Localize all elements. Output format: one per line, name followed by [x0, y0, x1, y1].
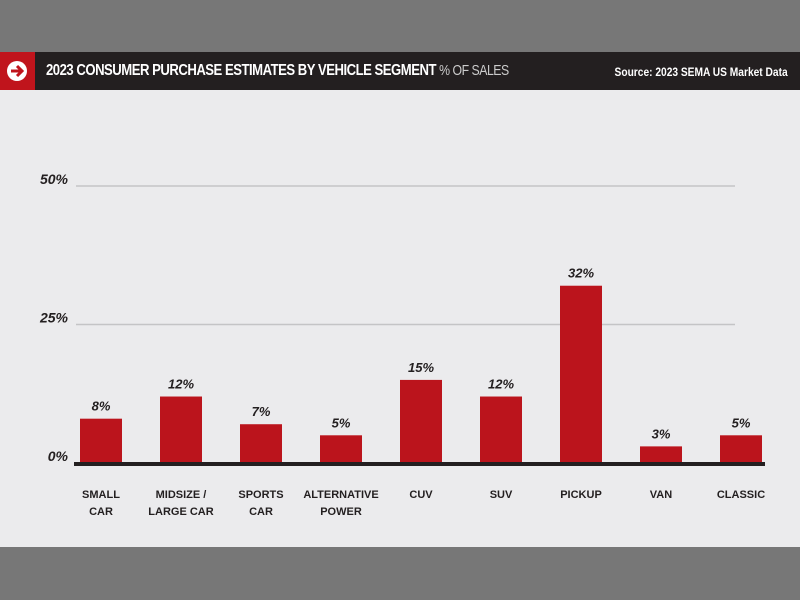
- source-label: Source: 2023 SEMA US Market Data: [614, 65, 788, 79]
- data-label: 32%: [568, 266, 594, 281]
- bar-chart: 0% 25% 50% 8% SMALL CAR 12% MIDSIZE / LARGE CAR 7…: [39, 171, 765, 518]
- chart-panel: 0% 25% 50% 8% SMALL CAR 12% MIDSIZE / LARGE CAR 7…: [0, 90, 800, 547]
- category-label: CLASSIC: [717, 489, 765, 501]
- bar: [80, 418, 122, 463]
- data-label: 5%: [332, 415, 351, 430]
- bar: [480, 396, 522, 463]
- data-label: 12%: [488, 377, 514, 392]
- data-label: 12%: [168, 377, 194, 392]
- arrow-right-circle-icon: [0, 52, 35, 90]
- category-label: CAR: [89, 506, 113, 518]
- bar: [560, 285, 602, 463]
- category-label: CUV: [409, 489, 433, 501]
- bar: [640, 446, 682, 463]
- bar: [320, 435, 362, 463]
- y-tick-label: 50%: [40, 171, 69, 187]
- y-tick-label: 0%: [48, 448, 69, 464]
- category-label: ALTERNATIVE: [303, 489, 378, 501]
- category-label: CAR: [249, 506, 273, 518]
- data-label: 8%: [92, 399, 111, 414]
- category-label: SPORTS: [238, 489, 283, 501]
- bar: [240, 424, 282, 463]
- chart-header: 2023 CONSUMER PURCHASE ESTIMATES BY VEHI…: [0, 52, 800, 90]
- bar: [720, 435, 762, 463]
- category-label: SUV: [490, 489, 513, 501]
- y-tick-label: 25%: [39, 310, 69, 326]
- category-label: MIDSIZE /: [156, 489, 207, 501]
- bar: [160, 396, 202, 463]
- data-label: 15%: [408, 360, 434, 375]
- chart-title: 2023 CONSUMER PURCHASE ESTIMATES BY VEHI…: [46, 62, 509, 80]
- data-label: 5%: [732, 415, 751, 430]
- category-label: PICKUP: [560, 489, 602, 501]
- category-label: SMALL: [82, 489, 120, 501]
- data-label: 3%: [652, 426, 671, 441]
- data-label: 7%: [252, 404, 271, 419]
- bar: [400, 379, 442, 463]
- title-text: 2023 CONSUMER PURCHASE ESTIMATES BY VEHI…: [46, 62, 436, 79]
- category-label: VAN: [650, 489, 672, 501]
- category-label: LARGE CAR: [148, 506, 213, 518]
- category-label: POWER: [320, 506, 362, 518]
- unit-label: % OF SALES: [439, 62, 509, 79]
